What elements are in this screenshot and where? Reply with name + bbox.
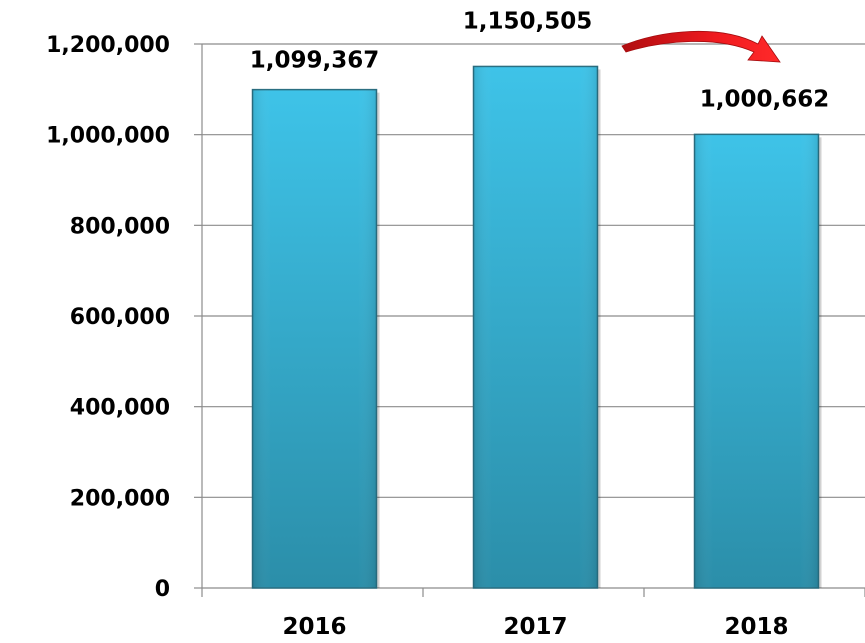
data-label: 1,000,662 [700, 86, 830, 112]
bar-sheen [473, 66, 598, 588]
x-category-label: 2018 [724, 614, 788, 640]
trend-arrow [621, 30, 781, 63]
y-tick-label: 0 [155, 577, 170, 602]
data-label: 1,099,367 [250, 48, 380, 74]
y-tick-label: 1,200,000 [46, 33, 170, 58]
annotations [621, 30, 781, 63]
y-tick-label: 200,000 [70, 486, 170, 511]
labels: 0 200,000 400,000 600,000 800,000 1,000,000 1,… [46, 8, 829, 640]
y-tick-label: 600,000 [70, 305, 170, 330]
bars [251, 65, 822, 589]
bar-sheen [252, 89, 377, 588]
x-category-label: 2016 [282, 614, 346, 640]
x-category-label: 2017 [503, 614, 567, 640]
y-tick-label: 400,000 [70, 396, 170, 421]
bar-sheen [694, 134, 819, 588]
data-label: 1,150,505 [463, 8, 593, 34]
y-tick-label: 800,000 [70, 214, 170, 239]
y-tick-label: 1,000,000 [46, 124, 170, 149]
